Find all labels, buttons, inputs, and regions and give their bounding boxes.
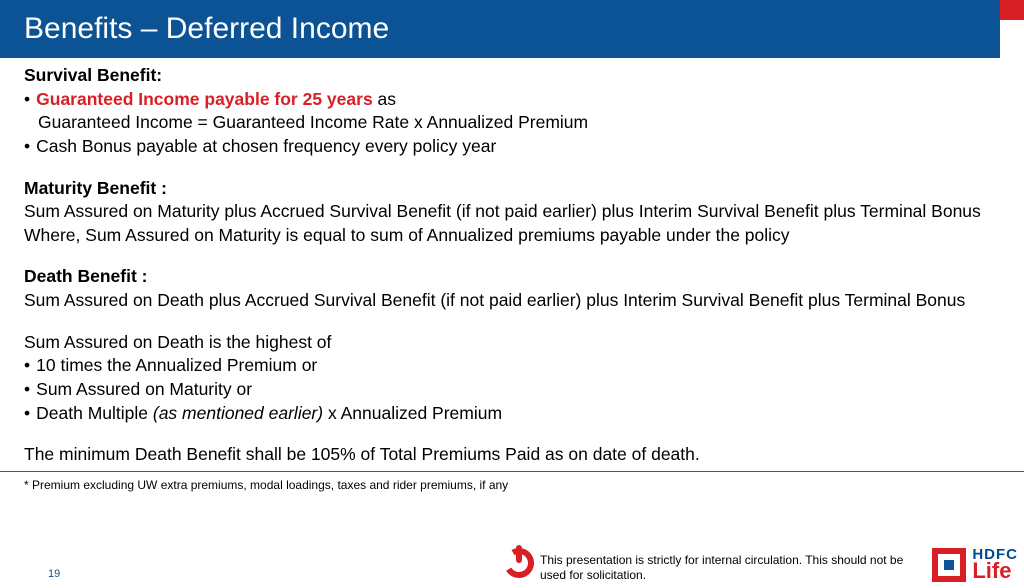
death-bullet-2: • Sum Assured on Maturity or bbox=[24, 378, 1000, 402]
logo-text: HDFC Life bbox=[972, 549, 1018, 580]
title-bar: Benefits – Deferred Income bbox=[0, 0, 1024, 58]
survival-bullet-2: • Cash Bonus payable at chosen frequency… bbox=[24, 135, 1000, 159]
bullet-icon: • bbox=[24, 88, 30, 112]
death-b3-pre: Death Multiple bbox=[36, 403, 153, 423]
bullet-icon: • bbox=[24, 402, 30, 426]
maturity-para1: Sum Assured on Maturity plus Accrued Sur… bbox=[24, 200, 1000, 224]
footnote: * Premium excluding UW extra premiums, m… bbox=[0, 471, 1024, 492]
logo-life: Life bbox=[972, 562, 1018, 581]
logo-mark-icon bbox=[932, 548, 966, 582]
survival-line1-highlight: Guaranteed Income payable for 25 years bbox=[36, 89, 373, 109]
death-min: The minimum Death Benefit shall be 105% … bbox=[24, 443, 1000, 467]
survival-heading: Survival Benefit: bbox=[24, 64, 1000, 88]
death-bullet-1: • 10 times the Annualized Premium or bbox=[24, 354, 1000, 378]
bullet-icon: • bbox=[24, 354, 30, 378]
bullet-icon: • bbox=[24, 135, 30, 159]
survival-bullet-1: • Guaranteed Income payable for 25 years… bbox=[24, 88, 1000, 112]
maturity-para2: Where, Sum Assured on Maturity is equal … bbox=[24, 224, 1000, 248]
death-heading: Death Benefit : bbox=[24, 265, 1000, 289]
death-b2: Sum Assured on Maturity or bbox=[36, 378, 252, 402]
death-b3-post: x Annualized Premium bbox=[323, 403, 502, 423]
survival-line3: Cash Bonus payable at chosen frequency e… bbox=[36, 135, 496, 159]
hdfc-logo: HDFC Life bbox=[932, 548, 1018, 582]
death-b3-italic: (as mentioned earlier) bbox=[153, 403, 323, 423]
bullet-icon: • bbox=[24, 378, 30, 402]
slide-content: Survival Benefit: • Guaranteed Income pa… bbox=[0, 58, 1024, 467]
power-icon bbox=[500, 541, 538, 584]
survival-line1: Guaranteed Income payable for 25 years a… bbox=[36, 88, 396, 112]
death-b3: Death Multiple (as mentioned earlier) x … bbox=[36, 402, 502, 426]
death-b1: 10 times the Annualized Premium or bbox=[36, 354, 317, 378]
slide-title: Benefits – Deferred Income bbox=[24, 12, 389, 45]
death-intro: Sum Assured on Death is the highest of bbox=[24, 331, 1000, 355]
maturity-heading: Maturity Benefit : bbox=[24, 177, 1000, 201]
death-bullet-3: • Death Multiple (as mentioned earlier) … bbox=[24, 402, 1000, 426]
death-para1: Sum Assured on Death plus Accrued Surviv… bbox=[24, 289, 1000, 313]
survival-line2: Guaranteed Income = Guaranteed Income Ra… bbox=[24, 111, 1000, 135]
title-bar-decoration bbox=[1000, 0, 1024, 20]
page-number: 19 bbox=[48, 568, 60, 580]
disclaimer: This presentation is strictly for intern… bbox=[540, 553, 910, 582]
survival-line1-tail: as bbox=[373, 89, 396, 109]
